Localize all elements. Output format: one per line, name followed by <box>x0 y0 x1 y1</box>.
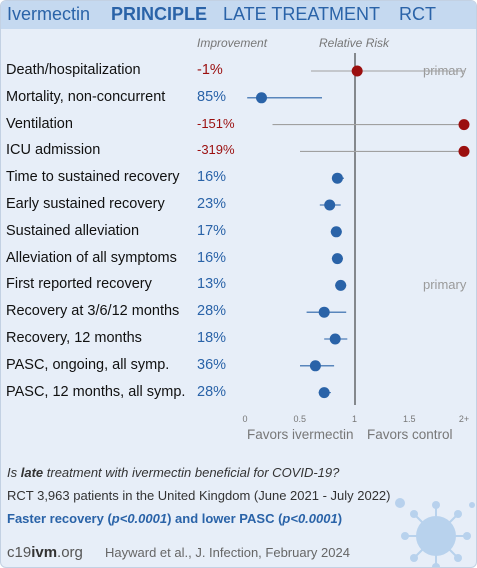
x-tick-label: 0.5 <box>293 414 307 424</box>
outcome-label: Alleviation of all symptoms <box>6 249 177 266</box>
outcome-label: Early sustained recovery <box>6 196 165 212</box>
point-estimate <box>458 119 470 131</box>
primary-outcome-note: primary <box>423 277 467 293</box>
improvement-value: 28% <box>197 303 227 320</box>
improvement-value: 28% <box>197 383 227 400</box>
treatment-stage: LATE TREATMENT <box>223 4 381 24</box>
point-estimate <box>331 172 343 184</box>
point-estimate <box>318 306 330 318</box>
outcome-label: First reported recovery <box>6 276 152 293</box>
point-estimate <box>324 199 336 211</box>
improvement-value: -1% <box>197 62 223 78</box>
improvement-value: 85% <box>197 88 227 105</box>
point-estimate <box>309 360 321 372</box>
x-tick-label: 2+ <box>458 414 470 424</box>
x-tick-label: 1 <box>351 414 358 424</box>
coronavirus-icon <box>395 498 475 567</box>
point-estimate <box>351 65 363 77</box>
x-tick-label: 0 <box>242 414 248 424</box>
improvement-value: 16% <box>197 249 227 266</box>
outcome-label: Recovery at 3/6/12 months <box>6 303 180 320</box>
outcome-label: Death/hospitalization <box>6 62 141 78</box>
study-summary: RCT 3,963 patients in the United Kingdom… <box>7 488 391 503</box>
outcome-label: Ventilation <box>6 115 73 132</box>
question-emphasis: late <box>20 465 44 480</box>
outcome-label: Sustained alleviation <box>6 222 140 239</box>
outcome-label: PASC, ongoing, all symp. <box>6 356 170 373</box>
improvement-value: -319% <box>197 142 235 158</box>
question-text: Is late treatment with ivermectin benefi… <box>7 465 340 480</box>
point-estimate <box>331 253 343 265</box>
point-estimate <box>330 226 342 238</box>
point-estimate <box>318 387 330 399</box>
improvement-value: 23% <box>197 196 227 212</box>
drug-name: Ivermectin <box>7 4 91 24</box>
outcome-label: Time to sustained recovery <box>6 169 180 186</box>
study-type: RCT <box>399 4 436 24</box>
favors-left-label: Favors ivermectin <box>247 427 354 442</box>
forest-plot <box>247 53 470 405</box>
favors-right-label: Favors control <box>367 427 453 442</box>
improvement-value: 36% <box>197 356 227 373</box>
outcome-label: Recovery, 12 months <box>6 330 142 346</box>
point-estimate <box>335 279 347 291</box>
outcome-label: ICU admission <box>6 142 101 159</box>
outcome-label: PASC, 12 months, all symp. <box>6 383 186 400</box>
improvement-value: 16% <box>197 169 227 186</box>
relative-risk-column-header: Relative Risk <box>319 36 390 50</box>
x-tick-label: 1.5 <box>402 414 416 424</box>
point-estimate <box>256 92 267 104</box>
outcome-label: Mortality, non-concurrent <box>6 88 166 105</box>
citation: Hayward et al., J. Infection, February 2… <box>105 545 350 560</box>
header-bar: Ivermectin PRINCIPLE LATE TREATMENT RCT <box>1 1 476 29</box>
point-estimate <box>329 333 341 345</box>
site-link[interactable]: c19ivm.org <box>7 544 83 561</box>
improvement-value: -151% <box>197 115 235 131</box>
point-estimate <box>458 145 470 157</box>
result-summary: Faster recovery (p<0.0001) and lower PAS… <box>7 511 343 526</box>
trial-name: PRINCIPLE <box>111 4 208 24</box>
improvement-value: 18% <box>197 330 227 346</box>
improvement-value: 13% <box>197 276 227 293</box>
improvement-value: 17% <box>197 222 227 239</box>
improvement-column-header: Improvement <box>197 36 268 50</box>
